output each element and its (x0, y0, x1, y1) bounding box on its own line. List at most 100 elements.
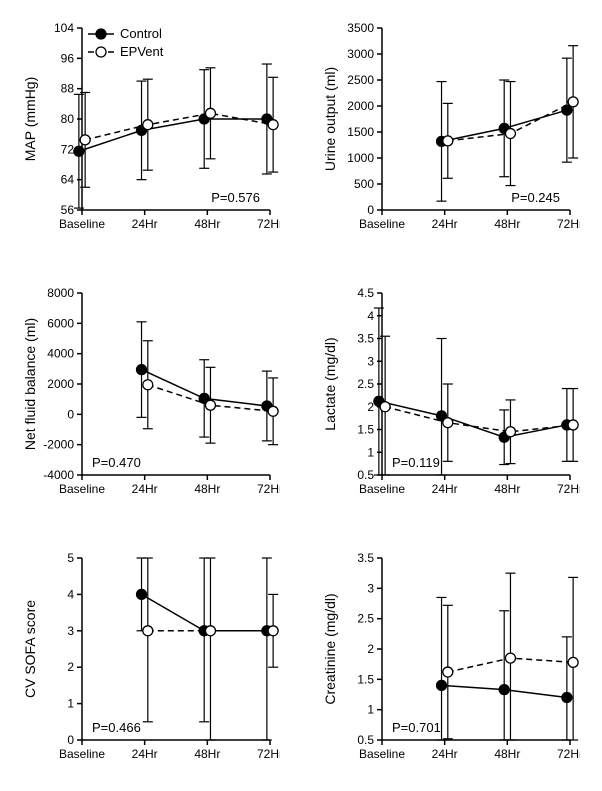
marker-epvent (205, 626, 215, 636)
xtick-label: 72Hr (257, 217, 280, 231)
xtick-label: 48Hr (194, 747, 220, 761)
ytick-label: 0 (67, 733, 74, 747)
marker-control (74, 146, 84, 156)
marker-epvent (505, 129, 515, 139)
ytick-label: 72 (61, 142, 75, 156)
ytick-label: 3 (367, 354, 374, 368)
marker-epvent (268, 626, 278, 636)
axes (382, 293, 570, 475)
y-axis-title: Net fluid balance (ml) (22, 318, 38, 450)
axes (382, 28, 570, 210)
marker-epvent (443, 136, 453, 146)
xtick-label: Baseline (59, 217, 105, 231)
ytick-label: -2000 (43, 438, 74, 452)
ytick-label: 104 (54, 21, 74, 35)
marker-epvent (568, 657, 578, 667)
axes (382, 558, 570, 740)
p-value-text: P=0.119 (392, 455, 440, 470)
xtick-label: Baseline (359, 482, 405, 496)
ytick-label: 0 (67, 407, 74, 421)
marker-control (137, 365, 147, 375)
ytick-label: 1 (367, 445, 374, 459)
xtick-label: 24Hr (132, 482, 158, 496)
ytick-label: 4000 (47, 347, 74, 361)
xtick-label: Baseline (359, 217, 405, 231)
panel-creatinine: 0.5 1 1.5 2 2.5 3 3.5 Creatinine (mg/dl) Baselin… (320, 540, 580, 770)
axes (82, 293, 270, 475)
y-axis-title: CV SOFA score (22, 600, 38, 698)
ytick-label: 56 (61, 203, 75, 217)
ytick-label: 3500 (347, 21, 374, 35)
xtick-label: 48Hr (194, 482, 220, 496)
ytick-label: 2500 (347, 73, 374, 87)
ytick-label: 3 (67, 624, 74, 638)
ytick-label: 96 (61, 51, 75, 65)
y-axis-title: MAP (mmHg) (22, 77, 38, 162)
ytick-label: 4.5 (357, 286, 374, 300)
ytick-label: 0.5 (357, 468, 374, 482)
y-axis-title: Lactate (mg/dl) (322, 337, 338, 430)
ytick-label: 2000 (47, 377, 74, 391)
legend-label-control: Control (120, 26, 162, 41)
xtick-label: Baseline (359, 747, 405, 761)
panel-fluid: -4000-200002000400060008000Net fluid bal… (20, 275, 280, 505)
xtick-label: 72Hr (557, 482, 580, 496)
ytick-label: 1 (367, 703, 374, 717)
xtick-label: Baseline (59, 747, 105, 761)
ytick-label: 88 (61, 82, 75, 96)
panel-urine: 0500100015002000250030003500Urine output… (320, 10, 580, 240)
xtick-label: 24Hr (132, 217, 158, 231)
marker-epvent (143, 380, 153, 390)
panel-lactate: 0.511.522.533.544.5Lactate (mg/dl)Baseli… (320, 275, 580, 505)
legend-marker-control (96, 29, 106, 39)
marker-epvent (505, 653, 515, 663)
ytick-label: 3 (367, 581, 374, 595)
ytick-label: 1.5 (357, 423, 374, 437)
xtick-label: 48Hr (494, 482, 520, 496)
p-value-text: P=0.701 (392, 720, 441, 735)
p-value-text: P=0.470 (92, 455, 141, 470)
xtick-label: 24Hr (132, 747, 158, 761)
axes (82, 558, 270, 740)
legend-marker-epvent (96, 47, 106, 57)
ytick-label: 0.5 (357, 733, 374, 747)
ytick-label: 4 (67, 587, 74, 601)
xtick-label: 24Hr (432, 482, 458, 496)
marker-epvent (143, 120, 153, 130)
xtick-label: 72Hr (557, 217, 580, 231)
marker-epvent (443, 667, 453, 677)
ytick-label: 500 (354, 177, 374, 191)
y-axis-title: Creatinine (mg/dl) (322, 593, 338, 704)
p-value-text: P=0.576 (211, 190, 260, 205)
xtick-label: 72Hr (257, 482, 280, 496)
ytick-label: 2 (367, 642, 374, 656)
y-axis-title: Urine output (ml) (322, 67, 338, 171)
xtick-label: 48Hr (494, 217, 520, 231)
marker-epvent (205, 400, 215, 410)
marker-epvent (380, 402, 390, 412)
ytick-label: 8000 (47, 286, 74, 300)
panel-map: 566472808896104MAP (mmHg)Baseline24Hr48H… (20, 10, 280, 240)
ytick-label: 3.5 (357, 551, 374, 565)
ytick-label: 64 (61, 173, 75, 187)
marker-epvent (268, 120, 278, 130)
ytick-label: 2.5 (357, 377, 374, 391)
ytick-label: 2000 (347, 99, 374, 113)
marker-epvent (143, 626, 153, 636)
marker-epvent (268, 406, 278, 416)
ytick-label: 3000 (347, 47, 374, 61)
marker-epvent (568, 97, 578, 107)
p-value-text: P=0.245 (511, 190, 560, 205)
ytick-label: 2.5 (357, 612, 374, 626)
ytick-label: 2 (67, 660, 74, 674)
xtick-label: 24Hr (432, 217, 458, 231)
p-value-text: P=0.466 (92, 720, 141, 735)
ytick-label: 1.5 (357, 672, 374, 686)
marker-control (137, 589, 147, 599)
xtick-label: 48Hr (494, 747, 520, 761)
xtick-label: 72Hr (557, 747, 580, 761)
marker-epvent (205, 108, 215, 118)
ytick-label: 3.5 (357, 332, 374, 346)
ytick-label: 6000 (47, 316, 74, 330)
marker-epvent (505, 427, 515, 437)
